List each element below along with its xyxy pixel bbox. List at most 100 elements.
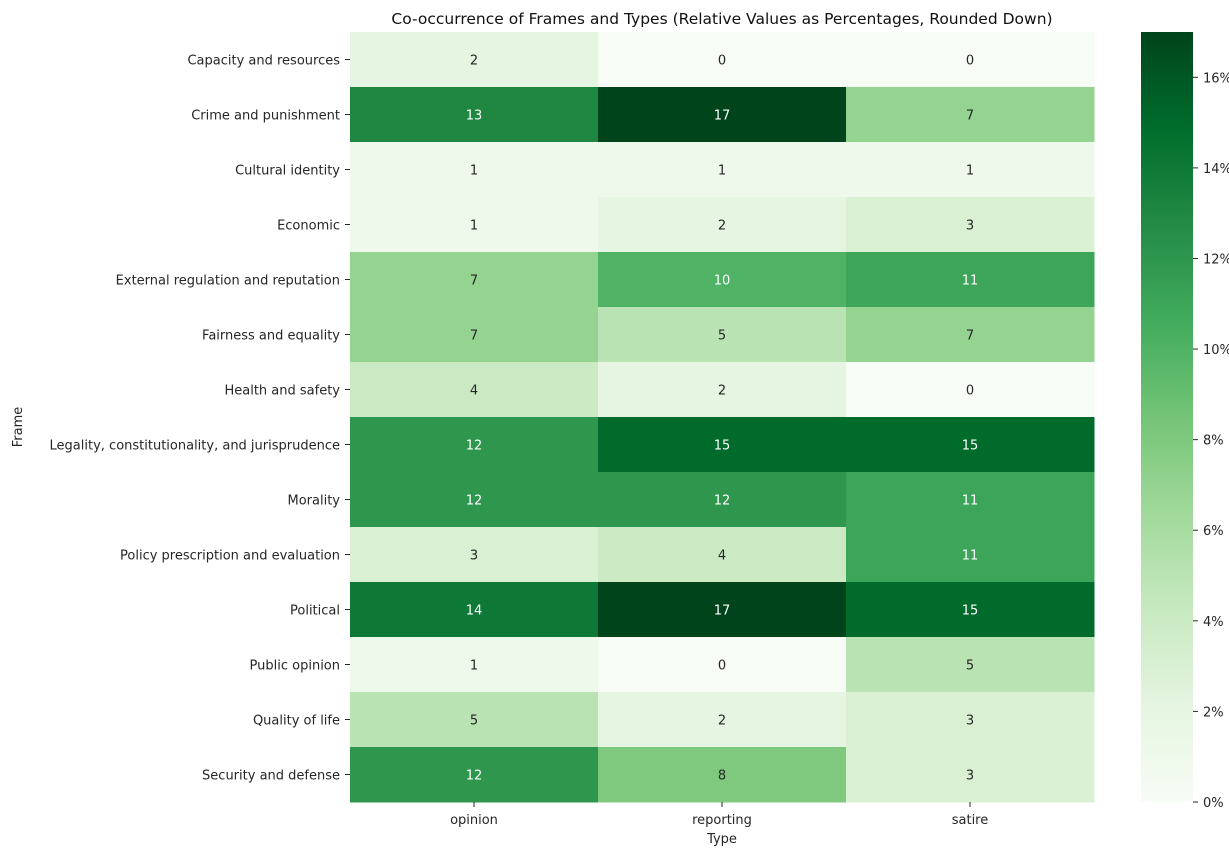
cell-value-label: 12 — [466, 769, 483, 784]
heatmap-cell — [846, 472, 1095, 528]
heatmap-cell — [350, 142, 599, 198]
cell-value-label: 2 — [718, 219, 726, 234]
heatmap-cell — [350, 362, 599, 418]
heatmap-cell — [598, 527, 847, 583]
heatmap-cell — [350, 87, 599, 143]
heatmap-cell — [598, 417, 847, 473]
cell-value-label: 4 — [718, 549, 726, 564]
heatmap-cell — [846, 747, 1095, 803]
cell-value-label: 15 — [714, 439, 731, 454]
cell-value-label: 7 — [470, 274, 478, 289]
heatmap-cell — [846, 362, 1095, 418]
heatmap-cell — [350, 307, 599, 363]
heatmap-cell — [598, 197, 847, 253]
y-tick-label: Policy prescription and evaluation — [120, 549, 340, 564]
cell-value-label: 3 — [966, 219, 974, 234]
cell-value-label: 3 — [966, 714, 974, 729]
colorbar-tick-label: 10% — [1203, 343, 1229, 358]
y-tick-label: Crime and punishment — [191, 109, 340, 124]
heatmap-cell — [846, 87, 1095, 143]
y-axis-ticks: Capacity and resources Crime and punishme… — [50, 54, 350, 784]
heatmap-cell — [846, 197, 1095, 253]
heatmap-cell — [350, 582, 599, 638]
heatmap-cell — [598, 472, 847, 528]
cell-value-label: 2 — [718, 714, 726, 729]
cell-value-label: 12 — [714, 494, 731, 509]
cell-value-label: 11 — [962, 549, 979, 564]
heatmap-cell — [846, 417, 1095, 473]
cell-value-label: 10 — [714, 274, 731, 289]
heatmap-cell — [350, 32, 599, 88]
cell-value-label: 15 — [962, 604, 979, 619]
y-tick-label: Legality, constitutionality, and jurispr… — [50, 439, 340, 454]
cell-value-label: 13 — [466, 109, 483, 124]
cell-value-label: 14 — [466, 604, 483, 619]
cell-value-label: 1 — [470, 164, 478, 179]
heatmap-cell — [598, 307, 847, 363]
cell-value-label: 1 — [718, 164, 726, 179]
heatmap-cell — [350, 637, 599, 693]
colorbar-tick-label: 8% — [1203, 434, 1224, 449]
heatmap-cell — [598, 32, 847, 88]
chart-title: Co-occurrence of Frames and Types (Relat… — [391, 10, 1052, 28]
heatmap-cell — [350, 747, 599, 803]
cell-value-label: 7 — [470, 329, 478, 344]
cell-value-label: 3 — [470, 549, 478, 564]
colorbar-tick-label: 0% — [1203, 796, 1224, 811]
cell-value-label: 11 — [962, 494, 979, 509]
cell-value-label: 5 — [470, 714, 478, 729]
cell-value-label: 0 — [718, 54, 726, 69]
heatmap-cell — [350, 417, 599, 473]
heatmap-cell — [598, 637, 847, 693]
colorbar-tick-label: 4% — [1203, 615, 1224, 630]
cell-value-label: 0 — [718, 659, 726, 674]
colorbar-tick-label: 2% — [1203, 705, 1224, 720]
colorbar-tick-label: 6% — [1203, 524, 1224, 539]
heatmap-cell — [846, 142, 1095, 198]
heatmap-cell — [846, 692, 1095, 748]
colorbar-ticks: 0% 2% 4% 6% 8% 10% 12% 14% 16% — [1193, 71, 1229, 811]
cell-value-label: 1 — [966, 164, 974, 179]
colorbar — [1141, 32, 1193, 802]
cell-value-label: 11 — [962, 274, 979, 289]
heatmap-cell — [846, 582, 1095, 638]
heatmap-cell — [846, 527, 1095, 583]
y-axis-label: Frame — [11, 407, 26, 448]
cell-value-label: 1 — [470, 219, 478, 234]
colorbar-tick-label: 12% — [1203, 252, 1229, 267]
y-tick-label: Fairness and equality — [202, 329, 340, 344]
x-tick-label: opinion — [450, 813, 498, 828]
heatmap-cell — [598, 692, 847, 748]
cell-value-label: 4 — [470, 384, 478, 399]
x-axis-label: Type — [706, 832, 737, 847]
heatmap-cell — [598, 142, 847, 198]
y-tick-label: Health and safety — [224, 384, 340, 399]
cell-value-label: 5 — [718, 329, 726, 344]
heatmap-cell — [598, 362, 847, 418]
cell-value-label: 5 — [966, 659, 974, 674]
cell-value-label: 2 — [718, 384, 726, 399]
heatmap-cell — [350, 252, 599, 308]
cell-value-label: 2 — [470, 54, 478, 69]
cell-value-label: 7 — [966, 109, 974, 124]
cell-value-label: 17 — [714, 604, 731, 619]
cell-value-label: 12 — [466, 439, 483, 454]
y-tick-label: Public opinion — [250, 659, 340, 674]
heatmap-cell — [846, 252, 1095, 308]
heatmap-cell — [598, 252, 847, 308]
y-tick-label: Security and defense — [202, 769, 340, 784]
heatmap-cell — [350, 472, 599, 528]
cell-value-label: 12 — [466, 494, 483, 509]
y-tick-label: External regulation and reputation — [116, 274, 340, 289]
heatmap-cell — [350, 692, 599, 748]
heatmap-cell — [350, 197, 599, 253]
cell-value-label: 3 — [966, 769, 974, 784]
cell-value-label: 15 — [962, 439, 979, 454]
heatmap-cell — [846, 307, 1095, 363]
cell-value-label: 0 — [966, 54, 974, 69]
x-axis-ticks: opinion reporting satire — [450, 802, 988, 828]
heatmap-cell — [598, 747, 847, 803]
colorbar-tick-label: 16% — [1203, 71, 1229, 86]
